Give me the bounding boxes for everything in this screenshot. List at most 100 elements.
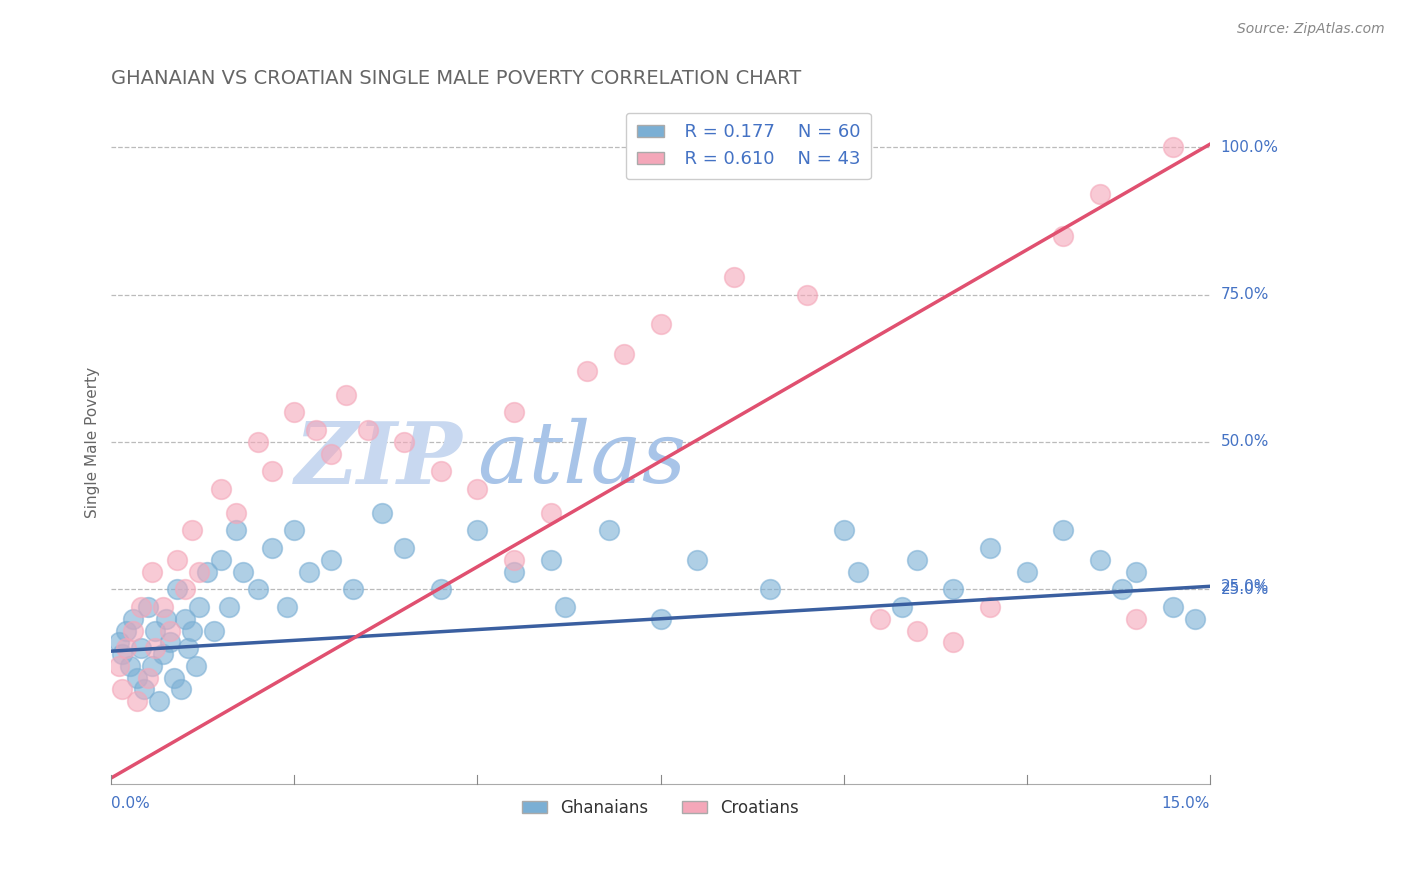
Point <box>155 612 177 626</box>
Text: 15.0%: 15.0% <box>1161 796 1209 811</box>
Point <box>115 624 138 638</box>
Point <box>650 317 672 331</box>
Point <box>1184 612 1206 626</box>
Point <box>225 524 247 538</box>
Point <box>148 694 170 708</box>
Point <box>181 624 204 638</box>
Point <box>356 423 378 437</box>
Point <box>1161 140 1184 154</box>
Point <box>122 612 145 626</box>
Point <box>759 582 782 597</box>
Point <box>905 624 928 638</box>
Point <box>159 635 181 649</box>
Point <box>262 541 284 555</box>
Legend: Ghanaians, Croatians: Ghanaians, Croatians <box>516 792 806 823</box>
Text: 75.0%: 75.0% <box>1220 287 1270 302</box>
Point <box>723 270 745 285</box>
Point <box>246 434 269 449</box>
Point <box>554 599 576 614</box>
Point <box>832 524 855 538</box>
Point <box>342 582 364 597</box>
Text: ZIP: ZIP <box>295 417 463 501</box>
Text: 100.0%: 100.0% <box>1220 140 1278 155</box>
Point <box>305 423 328 437</box>
Point <box>1015 565 1038 579</box>
Point <box>188 599 211 614</box>
Point <box>143 641 166 656</box>
Point <box>152 647 174 661</box>
Point <box>394 434 416 449</box>
Text: 25.0%: 25.0% <box>1220 579 1270 594</box>
Point <box>540 553 562 567</box>
Point <box>125 694 148 708</box>
Point <box>173 582 195 597</box>
Point <box>283 405 305 419</box>
Point <box>170 682 193 697</box>
Point <box>166 553 188 567</box>
Point <box>905 553 928 567</box>
Point <box>283 524 305 538</box>
Point <box>262 465 284 479</box>
Text: atlas: atlas <box>478 418 686 501</box>
Point <box>129 641 152 656</box>
Point <box>107 659 129 673</box>
Point <box>159 624 181 638</box>
Point <box>276 599 298 614</box>
Point <box>394 541 416 555</box>
Point <box>503 553 526 567</box>
Point <box>1088 187 1111 202</box>
Point <box>576 364 599 378</box>
Point <box>979 599 1001 614</box>
Point <box>111 647 134 661</box>
Point <box>1111 582 1133 597</box>
Point <box>467 482 489 496</box>
Point <box>686 553 709 567</box>
Point <box>218 599 240 614</box>
Point <box>942 635 965 649</box>
Point <box>319 447 342 461</box>
Point <box>650 612 672 626</box>
Point <box>107 635 129 649</box>
Point <box>184 659 207 673</box>
Point <box>891 599 914 614</box>
Point <box>225 506 247 520</box>
Point <box>598 524 620 538</box>
Point <box>1125 612 1147 626</box>
Point <box>202 624 225 638</box>
Point <box>209 553 232 567</box>
Point <box>118 659 141 673</box>
Point <box>371 506 394 520</box>
Point <box>195 565 218 579</box>
Point <box>503 405 526 419</box>
Point <box>173 612 195 626</box>
Text: 50.0%: 50.0% <box>1220 434 1270 450</box>
Text: 25.0%: 25.0% <box>1220 582 1270 597</box>
Point <box>111 682 134 697</box>
Point <box>129 599 152 614</box>
Point <box>846 565 869 579</box>
Point <box>141 565 163 579</box>
Point <box>796 287 818 301</box>
Point <box>430 465 453 479</box>
Point <box>209 482 232 496</box>
Point <box>143 624 166 638</box>
Point <box>163 671 186 685</box>
Point <box>1125 565 1147 579</box>
Point <box>540 506 562 520</box>
Point <box>503 565 526 579</box>
Point <box>188 565 211 579</box>
Text: Source: ZipAtlas.com: Source: ZipAtlas.com <box>1237 22 1385 37</box>
Point <box>136 671 159 685</box>
Point <box>246 582 269 597</box>
Point <box>979 541 1001 555</box>
Point <box>335 388 357 402</box>
Point <box>1088 553 1111 567</box>
Point <box>122 624 145 638</box>
Point <box>298 565 321 579</box>
Point <box>1052 524 1074 538</box>
Point <box>942 582 965 597</box>
Point <box>134 682 156 697</box>
Y-axis label: Single Male Poverty: Single Male Poverty <box>86 367 100 517</box>
Point <box>319 553 342 567</box>
Point <box>115 641 138 656</box>
